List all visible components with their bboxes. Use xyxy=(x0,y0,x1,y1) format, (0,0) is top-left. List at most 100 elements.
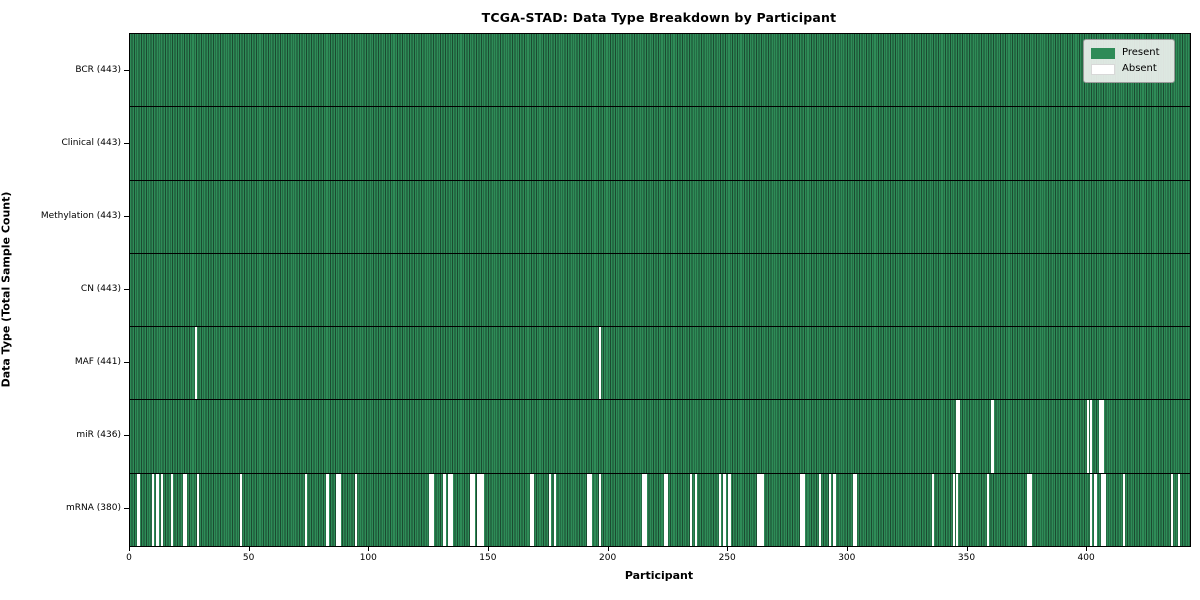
y-tick-label-methylation: Methylation (443) xyxy=(40,210,121,221)
x-tick-mark xyxy=(607,546,609,551)
absent-stripe xyxy=(598,327,602,400)
absent-stripe xyxy=(1089,400,1092,473)
absent-stripe xyxy=(194,327,197,400)
absent-stripe xyxy=(240,473,243,546)
absent-stripe xyxy=(931,473,934,546)
y-tick-mark xyxy=(124,435,129,437)
absent-stripe xyxy=(1178,473,1181,546)
x-tick-mark xyxy=(846,546,848,551)
absent-stripe xyxy=(802,473,805,546)
absent-stripe xyxy=(548,473,552,546)
absent-stripe xyxy=(553,473,556,546)
x-tick-mark xyxy=(368,546,370,551)
absent-stripe xyxy=(472,473,475,546)
absent-stripe xyxy=(986,473,989,546)
absent-stripe xyxy=(852,473,855,546)
absent-stripe xyxy=(642,473,645,546)
absent-stripe xyxy=(1103,473,1107,546)
x-tick-label: 350 xyxy=(957,553,976,563)
x-tick-label: 300 xyxy=(838,553,856,563)
heatmap-row-methylation xyxy=(130,179,1190,253)
absent-stripe xyxy=(170,473,174,546)
chart-title: TCGA-STAD: Data Type Breakdown by Partic… xyxy=(481,10,837,25)
absent-stripe xyxy=(759,473,762,546)
absent-stripe xyxy=(1123,473,1126,546)
absent-stripe xyxy=(694,473,698,546)
y-tick-label-mrna: mRNA (380) xyxy=(66,503,121,514)
y-tick-mark xyxy=(124,289,129,290)
absent-stripe xyxy=(833,473,836,546)
absent-stripe xyxy=(1087,400,1090,473)
absent-stripe xyxy=(1101,400,1104,473)
absent-stripe xyxy=(723,473,726,546)
absent-stripe xyxy=(431,473,434,546)
legend-label-absent: Absent xyxy=(1122,63,1157,74)
absent-stripe xyxy=(479,473,482,546)
absent-stripe xyxy=(598,473,602,546)
y-tick-label-cn: CN (443) xyxy=(80,284,121,294)
absent-stripe xyxy=(476,473,480,546)
absent-stripe xyxy=(137,473,140,546)
absent-stripe xyxy=(335,473,339,546)
y-tick-mark xyxy=(124,69,129,71)
x-tick-label: 250 xyxy=(718,553,736,563)
absent-stripe xyxy=(1094,473,1097,546)
absent-stripe xyxy=(991,400,994,473)
absent-stripe xyxy=(728,473,731,546)
x-axis-label: Participant xyxy=(624,569,694,582)
absent-stripe xyxy=(338,473,341,546)
plot-area xyxy=(129,33,1191,547)
absent-stripe xyxy=(1089,473,1092,546)
y-tick-label-clinical: Clinical (443) xyxy=(61,137,121,148)
absent-stripe xyxy=(587,473,590,546)
y-tick-label-mir: miR (436) xyxy=(76,430,121,441)
y-tick-mark xyxy=(124,508,129,510)
x-tick-label: 200 xyxy=(599,553,617,563)
y-tick-label-bcr: BCR (443) xyxy=(75,64,121,75)
absent-stripe xyxy=(354,473,358,546)
heatmap-row-cn xyxy=(130,252,1190,327)
legend: Present Absent xyxy=(1083,39,1175,83)
absent-stripe xyxy=(448,473,451,546)
absent-stripe xyxy=(326,473,329,546)
x-tick-mark xyxy=(966,546,968,551)
absent-stripe xyxy=(197,473,200,546)
y-tick-mark xyxy=(124,215,129,217)
legend-entry-present: Present xyxy=(1091,45,1167,61)
absent-stripe xyxy=(450,473,453,546)
legend-label-present: Present xyxy=(1122,47,1160,58)
absent-stripe xyxy=(756,473,760,546)
x-tick-mark xyxy=(248,546,250,551)
absent-stripe xyxy=(151,473,154,546)
absent-stripe xyxy=(665,473,669,546)
x-tick-label: 0 xyxy=(126,553,132,563)
absent-stripe xyxy=(1099,400,1102,473)
x-tick-label: 150 xyxy=(479,553,497,563)
x-tick-mark xyxy=(1086,546,1088,551)
absent-stripe xyxy=(644,473,647,546)
y-tick-mark xyxy=(124,142,129,144)
absent-stripe xyxy=(529,473,532,546)
absent-stripe xyxy=(955,400,958,473)
absent-stripe xyxy=(531,473,535,546)
x-tick-mark xyxy=(129,546,130,551)
absent-stripe xyxy=(828,473,832,546)
heatmap-row-mir xyxy=(130,399,1190,473)
x-tick-label: 50 xyxy=(242,553,255,563)
absent-stripe xyxy=(953,473,956,546)
absent-stripe xyxy=(443,473,446,546)
y-tick-mark xyxy=(124,362,129,364)
absent-stripe xyxy=(718,473,721,546)
x-tick-mark xyxy=(727,546,729,551)
heatmap-row-bcr xyxy=(130,34,1190,107)
absent-stripe xyxy=(1101,473,1104,546)
absent-stripe xyxy=(182,473,185,546)
absent-stripe xyxy=(689,473,693,546)
x-tick-mark xyxy=(487,546,489,551)
heatmap-row-clinical xyxy=(130,106,1190,180)
absent-stripe xyxy=(161,473,164,546)
absent-stripe xyxy=(185,473,188,546)
absent-stripe xyxy=(761,473,765,546)
absent-stripe xyxy=(304,473,308,546)
legend-entry-absent: Absent xyxy=(1091,61,1167,77)
